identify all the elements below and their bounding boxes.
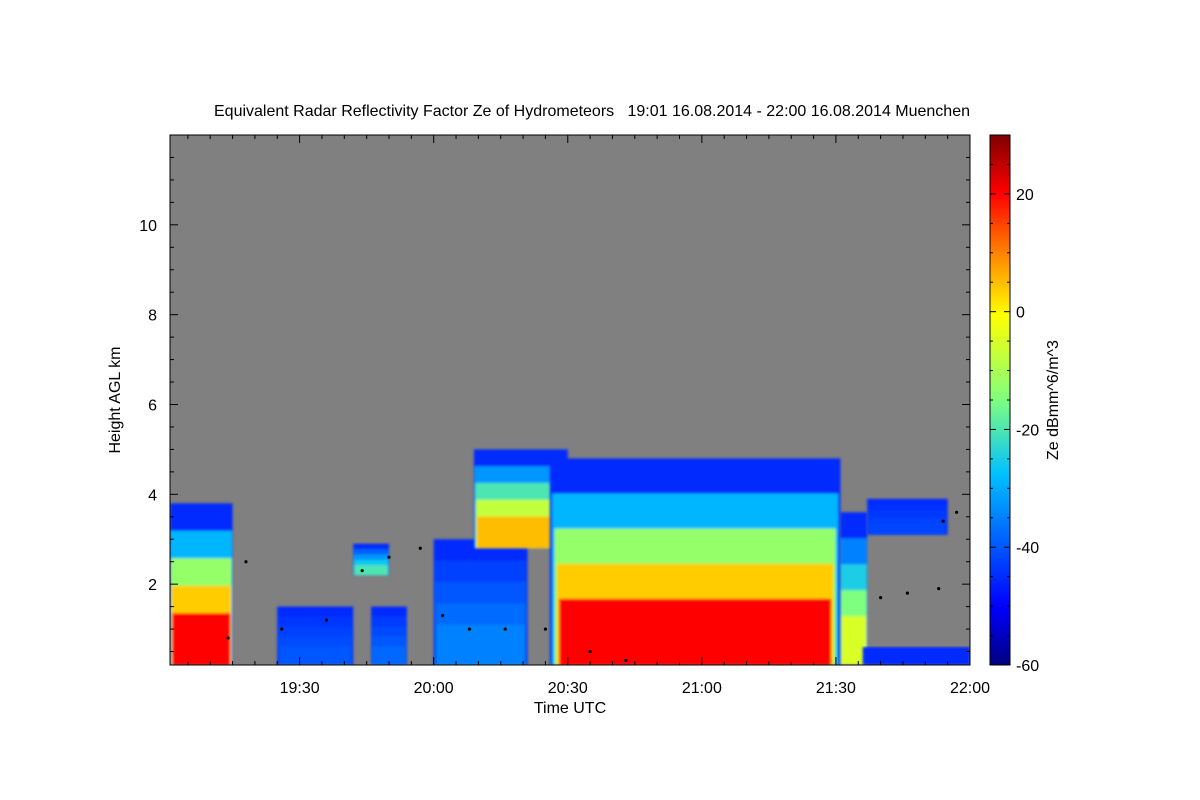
echo-cell (867, 498, 948, 535)
echo-cell-layer (172, 613, 231, 665)
y-axis-label: Height AGL km (107, 346, 124, 453)
cloud-base-point (954, 510, 959, 514)
echo-cell (433, 539, 528, 665)
colorbar-tick-label: -60 (1016, 658, 1039, 675)
echo-cell (371, 606, 407, 665)
y-axis-ticks: 2 4 6 8 10 (139, 134, 970, 653)
cloud-base-point (624, 658, 628, 663)
y-tick-label: 4 (148, 487, 157, 504)
echo-cell-layer (354, 565, 388, 576)
x-axis-ticks: 19:30 20:00 20:30 21:00 21:30 22:00 (187, 135, 990, 697)
x-tick-label: 21:00 (682, 680, 722, 697)
plot-frame (169, 134, 971, 666)
cloud-base-point (280, 627, 284, 631)
cloud-base-point (226, 636, 230, 640)
echo-cell-layer (436, 624, 525, 665)
chart-title: Equivalent Radar Reflectivity Factor Ze … (214, 103, 970, 120)
echo-cell-layer (559, 598, 832, 665)
cloud-base-point (467, 627, 472, 631)
cloud-base-point (543, 627, 548, 631)
colorbar-tick-label: 20 (1016, 187, 1034, 204)
echo-cell (277, 606, 354, 665)
echo-cells (170, 449, 970, 665)
echo-cell (862, 647, 970, 665)
cloud-base-point (905, 591, 910, 595)
echo-cell (353, 543, 389, 576)
colorbar-ticks: 20 0 -20 -40 -60 (990, 134, 1039, 675)
echo-cell-layer (866, 659, 967, 665)
cloud-base-point (324, 618, 329, 622)
y-tick-label: 10 (139, 218, 157, 235)
x-tick-label: 21:30 (816, 680, 856, 697)
cloud-base-point (244, 560, 248, 564)
colorbar-tick-label: 0 (1016, 305, 1025, 322)
x-tick-label: 20:30 (548, 680, 588, 697)
cloud-base-point (441, 613, 445, 618)
colorbar-tick-label: -20 (1016, 422, 1039, 439)
colorbar-label: Ze dBmm^6/m^3 (1045, 340, 1062, 460)
cloud-base-point (879, 596, 883, 600)
echo-cell (840, 512, 868, 665)
y-tick-label: 8 (148, 308, 157, 325)
cloud-base-point (418, 546, 422, 550)
echo-cell-layer (841, 616, 867, 665)
x-tick-label: 20:00 (414, 680, 454, 697)
cloud-base-points (226, 510, 959, 663)
x-axis-label: Time UTC (534, 700, 606, 717)
cloud-base-point (387, 555, 391, 559)
x-tick-label: 19:30 (280, 680, 320, 697)
cloud-base-point (503, 627, 507, 631)
cloud-base-point (588, 649, 592, 654)
echo-cell-layer (372, 646, 406, 665)
echo-cell-layer (869, 523, 946, 535)
cloud-base-point (937, 587, 941, 591)
cloud-base-point (360, 569, 364, 573)
x-tick-label: 22:00 (950, 680, 990, 697)
echo-cell (170, 503, 233, 665)
colorbar-tick-label: -40 (1016, 540, 1039, 557)
y-tick-label: 2 (148, 577, 157, 594)
y-tick-label: 6 (148, 397, 157, 414)
cloud-base-point (941, 519, 945, 523)
echo-cell (549, 458, 841, 665)
echo-cell-layer (279, 646, 351, 665)
